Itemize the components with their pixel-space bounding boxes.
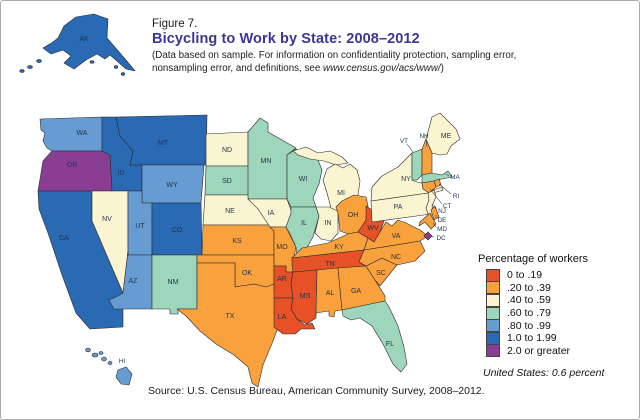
state-label-mo: MO	[276, 244, 288, 251]
state-label-nm: NM	[168, 279, 179, 286]
state-label-hi: HI	[119, 358, 126, 365]
legend-row: .80 to .99	[478, 319, 636, 333]
legend-swatch-2-or-greater	[486, 344, 500, 358]
united-states-average-note: United States: 0.6 percent	[483, 367, 605, 379]
legend-row: .60 to .79	[478, 306, 636, 320]
state-label-tx: TX	[226, 313, 235, 320]
state-label-ok: OK	[242, 270, 252, 277]
figure-header: Figure 7. Bicycling to Work by State: 20…	[152, 18, 632, 75]
state-label-sc: SC	[376, 270, 386, 277]
legend-row: 2.0 or greater	[478, 344, 636, 358]
legend-title: Percentage of workers	[478, 253, 589, 265]
legend-swatch-80-to-99	[486, 319, 500, 333]
map-legend: Percentage of workers 0 to .19 .20 to .3…	[478, 253, 636, 358]
state-label-ma: MA	[450, 174, 460, 181]
state-label-md: MD	[437, 226, 447, 233]
state-label-vt: VT	[400, 138, 408, 145]
state-label-nj: NJ	[438, 208, 446, 215]
state-wa	[39, 116, 103, 152]
state-label-ca: CA	[59, 235, 69, 242]
legend-swatch-60-to-79	[486, 306, 500, 320]
state-ct	[421, 180, 437, 194]
alaska-inset-map: AK	[19, 13, 136, 76]
legend-swatch-20-to-39	[486, 281, 500, 295]
dc-diamond-marker	[423, 231, 433, 241]
state-label-co: CO	[172, 227, 183, 234]
legend-swatch-0-to-019	[486, 268, 500, 282]
state-label-ny: NY	[401, 176, 411, 183]
state-label-va: VA	[392, 233, 401, 240]
state-label-ms: MS	[300, 293, 311, 300]
state-label-la: LA	[278, 314, 287, 321]
state-nh	[421, 138, 433, 176]
state-label-nd: ND	[222, 147, 232, 154]
state-label-wa: WA	[76, 130, 87, 137]
state-label-oh: OH	[348, 212, 359, 219]
state-shapes	[37, 112, 461, 388]
state-label-id: ID	[118, 170, 125, 177]
state-label-wi: WI	[299, 176, 308, 183]
state-label-ga: GA	[351, 288, 361, 295]
state-label-sd: SD	[222, 178, 232, 185]
us-choropleth-map: WA OR CA NV ID MT WY UT CO AZ NM ND SD N…	[37, 112, 461, 388]
state-ak	[19, 13, 136, 76]
state-me	[425, 112, 461, 156]
legend-row: 0 to .19	[478, 268, 636, 282]
state-md	[418, 212, 437, 230]
state-label-ak: AK	[79, 36, 89, 43]
state-label-wv: WV	[367, 225, 379, 232]
state-label-ut: UT	[135, 223, 145, 230]
state-vt	[411, 148, 423, 181]
state-label-mn: MN	[261, 158, 272, 165]
state-label-or: OR	[67, 162, 78, 169]
state-label-tn: TN	[325, 261, 334, 268]
state-label-il: IL	[301, 220, 307, 227]
state-labels: WA OR CA NV ID MT WY UT CO AZ NM ND SD N…	[59, 130, 460, 365]
state-label-ia: IA	[268, 210, 275, 217]
state-label-nh: NH	[419, 133, 429, 140]
state-label-mt: MT	[158, 140, 169, 147]
state-label-ar: AR	[277, 276, 287, 283]
census-url: www.census.gov/acs/www/	[323, 62, 441, 74]
state-label-mi: MI	[337, 190, 345, 197]
state-label-in: IN	[325, 220, 332, 227]
figure-number: Figure 7.	[152, 18, 198, 30]
figure-title: Bicycling to Work by State: 2008–2012	[152, 31, 420, 47]
state-label-pa: PA	[394, 204, 403, 211]
state-or	[37, 150, 113, 192]
state-label-ky: KY	[334, 244, 344, 251]
state-label-ct: CT	[443, 203, 452, 210]
state-label-al: AL	[326, 290, 335, 297]
state-label-dc: DC	[436, 235, 446, 242]
state-label-ks: KS	[232, 238, 242, 245]
state-mi-up	[292, 146, 349, 166]
figure-note-line1: (Data based on sample. For information o…	[152, 50, 517, 61]
leader-lines	[406, 139, 452, 238]
legend-swatch-1-to-199	[486, 331, 500, 345]
state-label-wy: WY	[166, 182, 178, 189]
state-label-nc: NC	[391, 254, 401, 261]
state-label-me: ME	[441, 133, 452, 140]
state-label-ri: RI	[453, 193, 460, 200]
legend-swatch-40-to-59	[486, 293, 500, 307]
state-tx	[176, 262, 283, 388]
state-fl	[341, 300, 408, 373]
state-label-fl: FL	[386, 341, 394, 348]
legend-row: .20 to .39	[478, 281, 636, 295]
state-de	[430, 205, 440, 221]
state-label-nv: NV	[102, 216, 112, 223]
legend-row: .40 to .59	[478, 293, 636, 307]
state-hi	[85, 347, 133, 386]
legend-row: 1.0 to 1.99	[478, 331, 636, 345]
state-mt	[115, 114, 208, 166]
state-label-ne: NE	[225, 208, 235, 215]
state-label-de: DE	[438, 217, 447, 224]
figure-note-line2: nonsampling error, and definitions, see …	[152, 62, 444, 74]
source-citation: Source: U.S. Census Bureau, American Com…	[148, 385, 485, 397]
state-label-az: AZ	[129, 278, 139, 285]
